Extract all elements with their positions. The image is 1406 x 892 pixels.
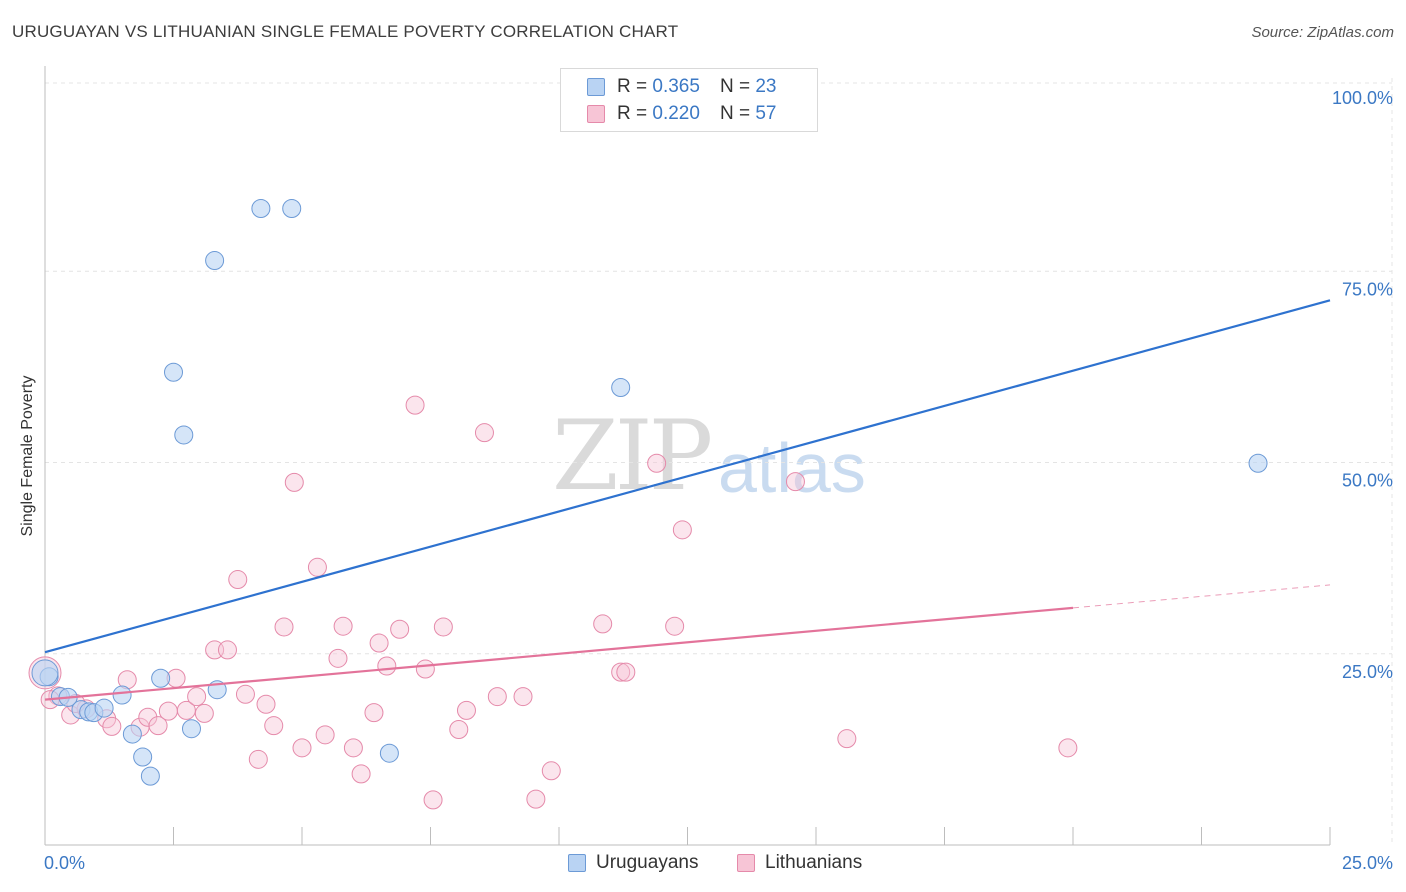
- lithuanians-trend-extension: [1072, 584, 1331, 609]
- lithuanian-point: [307, 557, 327, 577]
- legend-row-lithuanians: R = 0.220 N = 57: [587, 102, 776, 126]
- uruguayan-point: [94, 698, 114, 718]
- x-tick-label: 25.0%: [1342, 853, 1393, 873]
- lithuanian-point: [284, 472, 304, 492]
- lithuanian-point: [593, 614, 613, 634]
- uruguayan-point: [31, 659, 59, 687]
- x-tick-label: 0.0%: [44, 853, 85, 873]
- uruguayan-point: [1248, 453, 1268, 473]
- lithuanian-point: [611, 662, 631, 682]
- correlation-legend: R = 0.365 N = 23 R = 0.220 N = 57: [560, 68, 818, 132]
- lithuanian-point: [672, 520, 692, 540]
- lithuanian-point: [415, 659, 435, 679]
- uruguayan-point: [379, 743, 399, 763]
- lithuanian-point: [274, 617, 294, 637]
- uruguayan-point: [282, 199, 302, 219]
- legend-label-uruguayans: Uruguayans: [596, 852, 699, 873]
- lithuanian-point: [616, 662, 636, 682]
- axes: [44, 66, 1331, 846]
- lithuanian-point: [513, 687, 533, 707]
- lithuanian-point: [148, 716, 168, 736]
- r-label: R =: [617, 76, 648, 97]
- lithuanian-point: [228, 570, 248, 590]
- tick-labels: 25.0% 50.0% 75.0% 100.0% 0.0% 25.0%: [44, 88, 1393, 873]
- uruguayans-trend-line: [44, 299, 1331, 654]
- r-label: R =: [617, 103, 648, 124]
- lithuanian-point: [785, 472, 805, 492]
- uruguayan-point: [251, 199, 271, 219]
- legend-label-lithuanians: Lithuanians: [765, 852, 863, 873]
- watermark-atlas: atlas: [718, 429, 866, 507]
- lithuanian-point: [333, 616, 353, 636]
- lithuanian-point: [315, 725, 335, 745]
- lithuanian-point: [647, 453, 667, 473]
- lithuanian-point: [665, 616, 685, 636]
- lithuanian-point: [102, 716, 122, 736]
- r-value: 0.220: [652, 103, 700, 124]
- uruguayan-point: [164, 362, 183, 382]
- lithuanian-point: [423, 790, 443, 810]
- r-value: 0.365: [652, 76, 700, 97]
- trend-lines: [44, 299, 1331, 701]
- n-label: N =: [719, 103, 751, 124]
- lithuanian-point: [364, 703, 384, 723]
- chart-title: URUGUAYAN VS LITHUANIAN SINGLE FEMALE PO…: [12, 22, 679, 41]
- uruguayan-point: [112, 685, 132, 705]
- blue-swatch: [568, 854, 586, 872]
- uruguayan-point: [151, 668, 171, 688]
- uruguayan-point: [122, 724, 142, 744]
- uruguayans-points: [31, 199, 1268, 786]
- y-tick-label: 25.0%: [1342, 662, 1393, 682]
- n-value: 57: [755, 103, 777, 124]
- lithuanian-point: [377, 656, 397, 676]
- lithuanians-points: [28, 395, 1078, 810]
- legend-item-uruguayans[interactable]: Uruguayans: [568, 852, 698, 874]
- lithuanian-point: [837, 729, 857, 749]
- lithuanian-point: [390, 619, 410, 639]
- uruguayan-point: [611, 378, 631, 398]
- legend-item-lithuanians[interactable]: Lithuanians: [737, 852, 862, 874]
- lithuanian-point: [187, 687, 207, 707]
- lithuanian-point: [351, 764, 371, 784]
- lithuanian-point: [158, 701, 178, 721]
- lithuanian-point: [292, 738, 312, 758]
- lithuanian-point: [456, 700, 476, 720]
- watermark-zip: ZIP: [552, 400, 713, 512]
- n-value: 23: [755, 76, 777, 97]
- lithuanian-point: [369, 633, 389, 653]
- grid-lines: [45, 78, 1393, 845]
- n-label: N =: [719, 76, 751, 97]
- lithuanian-point: [264, 716, 284, 736]
- y-tick-label: 100.0%: [1332, 88, 1393, 108]
- uruguayan-point: [205, 251, 225, 271]
- pink-swatch: [587, 105, 605, 123]
- lithuanian-point: [405, 395, 425, 415]
- blue-swatch: [587, 78, 605, 96]
- lithuanian-point: [1058, 738, 1078, 758]
- lithuanian-point: [487, 687, 507, 707]
- uruguayan-point: [181, 719, 201, 739]
- lithuanian-point: [343, 738, 363, 758]
- y-tick-label: 50.0%: [1342, 471, 1393, 491]
- lithuanian-point: [474, 423, 494, 443]
- y-tick-label: 75.0%: [1342, 279, 1393, 299]
- lithuanian-point: [328, 648, 348, 668]
- lithuanian-point: [433, 617, 453, 637]
- lithuanian-point: [248, 749, 268, 769]
- lithuanians-trend-line: [44, 606, 1074, 701]
- lithuanian-point: [256, 694, 276, 714]
- uruguayan-point: [174, 425, 194, 445]
- lithuanian-point: [194, 703, 214, 723]
- uruguayan-point: [140, 766, 160, 786]
- lithuanian-point: [235, 684, 255, 704]
- lithuanian-point: [449, 719, 469, 739]
- lithuanian-point: [217, 640, 237, 660]
- uruguayan-point: [133, 747, 153, 767]
- source-credit[interactable]: Source: ZipAtlas.com: [1251, 24, 1394, 41]
- lithuanian-point: [526, 789, 546, 809]
- pink-swatch: [737, 854, 755, 872]
- legend-row-uruguayans: R = 0.365 N = 23: [587, 75, 776, 99]
- lithuanian-point: [541, 761, 561, 781]
